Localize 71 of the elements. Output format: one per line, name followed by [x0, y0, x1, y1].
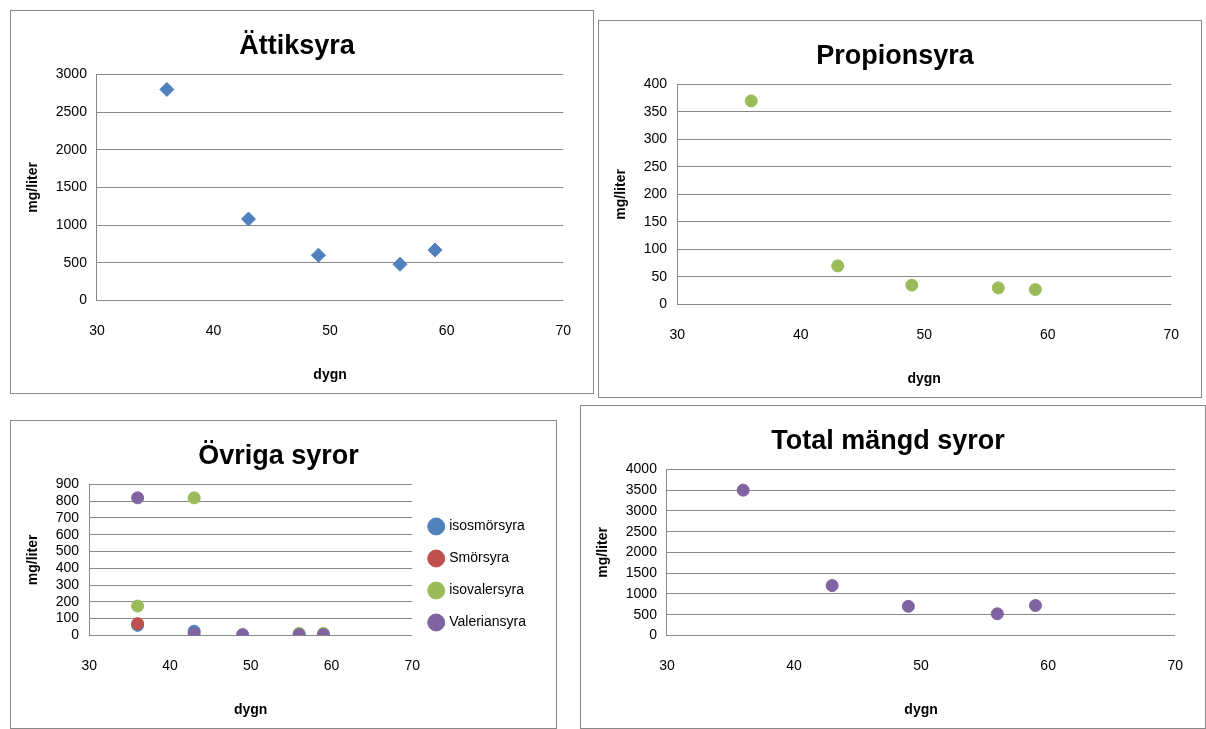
x-tick-label: 40 — [205, 321, 222, 338]
y-tick-label: 500 — [55, 542, 80, 559]
y-tick-label: 1500 — [55, 178, 88, 195]
y-tick-label: 1000 — [55, 215, 88, 232]
y-tick-label: 4000 — [625, 460, 658, 477]
x-tick-label: 70 — [1167, 656, 1184, 673]
y-tick-label: 0 — [649, 626, 658, 643]
x-axis-title: dygn — [313, 366, 347, 383]
x-axis-title: dygn — [907, 370, 941, 387]
y-tick-label: 500 — [63, 253, 88, 270]
y-tick-label: 100 — [55, 609, 80, 626]
chart-title: Ättiksyra — [239, 29, 356, 60]
y-tick-label: 200 — [55, 592, 80, 609]
y-tick-label: 2000 — [55, 140, 88, 157]
legend-label: isovalersyra — [449, 581, 525, 598]
y-axis-title: mg/liter — [24, 534, 41, 586]
y-tick-label: 350 — [643, 102, 668, 119]
y-tick-label: 0 — [71, 626, 80, 643]
y-tick-label: 1500 — [625, 564, 658, 581]
x-tick-label: 30 — [81, 656, 98, 673]
x-tick-label: 70 — [555, 321, 572, 338]
y-axis-title: mg/liter — [594, 526, 611, 578]
y-tick-label: 3000 — [625, 501, 658, 518]
x-tick-label: 60 — [1039, 325, 1056, 342]
x-tick-label: 40 — [162, 656, 178, 673]
y-tick-label: 100 — [643, 240, 668, 257]
y-tick-label: 3500 — [625, 481, 658, 498]
x-tick-label: 30 — [89, 321, 105, 338]
x-tick-label: 50 — [916, 325, 933, 342]
y-tick-label: 600 — [55, 525, 80, 542]
x-tick-label: 40 — [792, 325, 809, 342]
x-tick-label: 60 — [323, 656, 340, 673]
y-tick-label: 700 — [55, 508, 80, 525]
x-axis-title: dygn — [904, 701, 938, 718]
x-tick-label: 60 — [1040, 656, 1057, 673]
chart-title: Övriga syror — [198, 439, 360, 470]
x-tick-label: 40 — [786, 656, 803, 673]
y-tick-label: 300 — [55, 575, 80, 592]
x-tick-label: 50 — [242, 656, 259, 673]
legend-label: isosmörsyra — [449, 517, 525, 534]
x-tick-label: 70 — [1163, 325, 1180, 342]
y-tick-label: 1000 — [625, 584, 658, 601]
y-axis-title: mg/liter — [24, 161, 41, 213]
y-tick-label: 2000 — [625, 543, 658, 560]
y-tick-label: 250 — [643, 157, 668, 174]
legend-label: Smörsyra — [449, 549, 510, 566]
y-tick-label: 900 — [55, 475, 80, 492]
y-tick-label: 0 — [79, 291, 88, 308]
x-tick-label: 30 — [659, 656, 675, 673]
y-tick-label: 2500 — [55, 102, 88, 119]
y-tick-label: 50 — [651, 267, 668, 284]
y-axis-title: mg/liter — [612, 168, 629, 220]
y-tick-label: 400 — [643, 75, 668, 92]
x-tick-label: 70 — [404, 656, 421, 673]
y-tick-label: 400 — [55, 559, 80, 576]
y-tick-label: 500 — [633, 605, 658, 622]
y-tick-label: 300 — [643, 130, 668, 147]
y-tick-label: 3000 — [55, 65, 88, 82]
x-tick-label: 30 — [669, 325, 686, 342]
chart-title: Propionsyra — [816, 39, 975, 70]
y-tick-label: 200 — [643, 185, 668, 202]
x-axis-title: dygn — [233, 701, 268, 718]
y-tick-label: 2500 — [625, 522, 658, 539]
y-tick-label: 0 — [659, 295, 668, 312]
x-tick-label: 60 — [438, 321, 455, 338]
x-tick-label: 50 — [322, 321, 339, 338]
chart-title: Total mängd syror — [771, 424, 1006, 455]
legend-label: Valeriansyra — [449, 613, 527, 630]
x-tick-label: 50 — [913, 656, 930, 673]
y-tick-label: 800 — [55, 492, 80, 509]
y-tick-label: 150 — [643, 212, 668, 229]
